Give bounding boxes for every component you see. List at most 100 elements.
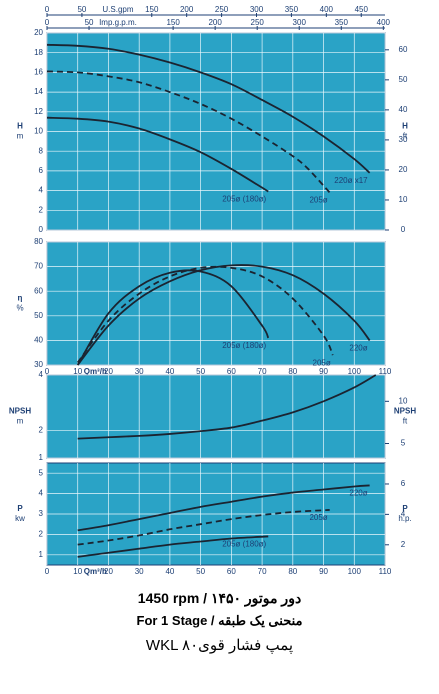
- y2-axis-label: P: [402, 504, 408, 513]
- y-axis-unit: m: [17, 417, 24, 426]
- curve-label: 205ø: [313, 358, 331, 367]
- top-tick-label: 150: [166, 18, 180, 27]
- y2-axis-unit: ft: [403, 417, 408, 426]
- y2-tick-label: 40: [399, 105, 408, 114]
- y-tick-label: 2: [39, 425, 44, 434]
- top-tick-label: 400: [377, 18, 391, 27]
- y2-tick-label: 4: [401, 509, 406, 518]
- x-tick-label: 10: [73, 567, 82, 576]
- curve-label: 205ø: [309, 196, 327, 205]
- x-axis-label: Qm³/h: [84, 367, 107, 376]
- y-tick-label: 16: [34, 68, 43, 77]
- y-axis-label: NPSH: [9, 407, 31, 416]
- y-tick-label: 2: [39, 205, 44, 214]
- x-tick-label: 70: [258, 367, 267, 376]
- plot-area: [46, 374, 386, 459]
- y-axis-label: η: [18, 294, 23, 303]
- top-tick-label: 0: [45, 5, 50, 14]
- x-tick-label: 90: [319, 567, 328, 576]
- x-axis-label: Qm³/h: [84, 567, 107, 576]
- y-tick-label: 1: [39, 550, 44, 559]
- top-tick-label: 50: [77, 5, 86, 14]
- x-tick-label: 60: [227, 567, 236, 576]
- x-tick-label: 100: [348, 567, 362, 576]
- curve-label: 220ø: [349, 489, 367, 498]
- y-tick-label: 60: [34, 286, 43, 295]
- curve-label: 220ø: [349, 344, 367, 353]
- x-tick-label: 20: [104, 367, 113, 376]
- curve: [77, 509, 330, 546]
- y-axis-label: P: [17, 504, 23, 513]
- curve-label: 205ø: [309, 513, 327, 522]
- top-tick-label: 300: [293, 18, 307, 27]
- x-tick-label: 70: [258, 567, 267, 576]
- top-tick-label: 200: [208, 18, 222, 27]
- curve-label: 205ø (180ø): [222, 195, 266, 204]
- curve: [46, 116, 269, 193]
- x-tick-label: 0: [45, 567, 50, 576]
- footer-line: For 1 Stage / منحنی یک طبقه: [136, 613, 303, 628]
- y2-tick-label: 5: [401, 439, 406, 448]
- curve: [77, 484, 370, 532]
- x-tick-label: 50: [196, 567, 205, 576]
- x-tick-label: 60: [227, 367, 236, 376]
- y-tick-label: 6: [39, 166, 44, 175]
- y-tick-label: 40: [34, 336, 43, 345]
- y-tick-label: 4: [39, 370, 44, 379]
- y-axis-unit: kw: [15, 514, 25, 523]
- y2-tick-label: 50: [399, 75, 408, 84]
- y-tick-label: 2: [39, 530, 44, 539]
- y-tick-label: 3: [39, 509, 44, 518]
- x-tick-label: 90: [319, 367, 328, 376]
- y-axis-unit: %: [16, 304, 23, 313]
- y2-tick-label: 20: [399, 165, 408, 174]
- y2-tick-label: 10: [399, 396, 408, 405]
- x-tick-label: 40: [165, 367, 174, 376]
- y-tick-label: 12: [34, 107, 43, 116]
- x-tick-label: 110: [379, 367, 392, 376]
- y-tick-label: 5: [39, 468, 44, 477]
- curve: [46, 70, 331, 194]
- top-tick-label: 50: [85, 18, 94, 27]
- y-tick-label: 20: [34, 28, 43, 37]
- top-tick-label: 250: [215, 5, 229, 14]
- x-tick-label: 80: [288, 567, 297, 576]
- curve-label: 205ø (180ø): [222, 540, 266, 549]
- top-axis-label: U.S.gpm: [102, 5, 133, 14]
- x-tick-label: 0: [45, 367, 50, 376]
- curve: [77, 535, 269, 558]
- curve: [46, 43, 371, 174]
- y2-tick-label: 6: [401, 479, 406, 488]
- y-tick-label: 70: [34, 262, 43, 271]
- x-tick-label: 30: [135, 367, 144, 376]
- y-axis-label: H: [17, 122, 23, 131]
- top-tick-label: 350: [335, 18, 349, 27]
- top-tick-label: 300: [250, 5, 264, 14]
- y-tick-label: 30: [34, 360, 43, 369]
- x-tick-label: 110: [379, 567, 392, 576]
- x-tick-label: 30: [135, 567, 144, 576]
- x-tick-label: 20: [104, 567, 113, 576]
- y-tick-label: 0: [39, 225, 44, 234]
- y-tick-label: 18: [34, 48, 43, 57]
- plot-area: [46, 241, 386, 366]
- x-tick-label: 40: [165, 567, 174, 576]
- top-tick-label: 0: [45, 18, 50, 27]
- y-tick-label: 80: [34, 237, 43, 246]
- x-tick-label: 100: [348, 367, 362, 376]
- top-axis-label: Imp.g.p.m.: [99, 18, 137, 27]
- x-tick-label: 80: [288, 367, 297, 376]
- top-tick-label: 250: [251, 18, 265, 27]
- y2-tick-label: 60: [399, 45, 408, 54]
- curve: [77, 374, 377, 440]
- y2-tick-label: 2: [401, 540, 406, 549]
- y2-axis-unit: h.p.: [398, 514, 411, 523]
- y2-axis-label: H: [402, 122, 408, 131]
- curve: [76, 269, 270, 366]
- y-tick-label: 50: [34, 311, 43, 320]
- curve: [77, 265, 334, 364]
- y-tick-label: 4: [39, 186, 44, 195]
- y-tick-label: 8: [39, 146, 44, 155]
- x-tick-label: 10: [73, 367, 82, 376]
